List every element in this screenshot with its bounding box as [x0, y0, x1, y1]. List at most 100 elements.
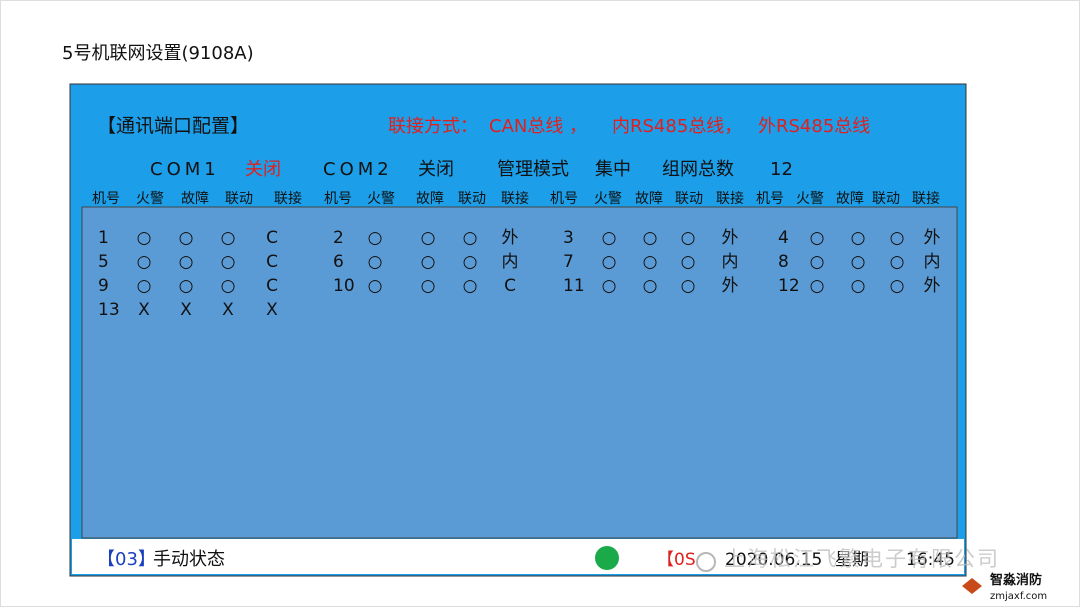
column-header: 联接 [912, 190, 940, 207]
station-id: 6 [333, 252, 344, 272]
linkage-status: ○ [221, 228, 236, 248]
fault-status: ○ [643, 252, 658, 272]
linkage-status: ○ [890, 276, 905, 296]
fault-status: ○ [179, 228, 194, 248]
fault-status: ○ [421, 252, 436, 272]
fault-status: ○ [643, 228, 658, 248]
column-header: 联接 [274, 190, 302, 207]
setting-value: 关闭 [245, 159, 281, 180]
station-id: 3 [563, 228, 574, 248]
fault-status: ○ [179, 252, 194, 272]
linkage-status: ○ [681, 228, 696, 248]
connection: 内 [502, 252, 519, 272]
fault-status: ○ [421, 228, 436, 248]
link-mode: 外RS485总线 [758, 116, 870, 137]
link-label: 联接方式： [388, 116, 478, 137]
connection: 外 [722, 276, 739, 296]
status-weekday: 星期 [835, 550, 869, 570]
connection: C [266, 252, 278, 272]
column-header: 故障 [416, 191, 444, 207]
fire-status: ○ [602, 276, 617, 296]
setting-value: 12 [770, 159, 793, 180]
setting-label: 组网总数 [662, 159, 734, 180]
connection: C [504, 276, 516, 296]
connection: 外 [722, 228, 739, 248]
column-header: 联动 [872, 191, 900, 207]
page-title: 5号机联网设置(9108A) [62, 43, 254, 64]
watermark-icon [696, 552, 716, 572]
fire-status: ○ [137, 228, 152, 248]
station-id: 13 [98, 300, 120, 320]
column-header: 联动 [458, 191, 486, 207]
fire-status: ○ [602, 228, 617, 248]
setting-label: 管理模式 [497, 159, 569, 180]
column-header: 联动 [675, 191, 703, 207]
station-id: 7 [563, 252, 574, 272]
status-alarm: 【0S [657, 550, 696, 570]
column-header: 火警 [594, 191, 622, 207]
linkage-status: ○ [681, 252, 696, 272]
status-code: 【03】 [97, 549, 156, 570]
status-state: 手动状态 [153, 549, 225, 570]
connection: 内 [722, 252, 739, 272]
column-header: 火警 [796, 191, 824, 207]
station-id: 11 [563, 276, 585, 296]
table-area [81, 206, 958, 539]
fire-status: X [138, 300, 150, 320]
connection: 内 [924, 252, 941, 272]
fault-status: ○ [643, 276, 658, 296]
station-id: 8 [778, 252, 789, 272]
fault-status: ○ [851, 228, 866, 248]
column-header: 机号 [756, 191, 784, 207]
watermark-company: 上海松江飞繁电子有限公司 [724, 547, 1000, 571]
setting-value: 集中 [595, 159, 631, 180]
column-header: 机号 [550, 191, 578, 207]
linkage-status: ○ [463, 276, 478, 296]
fire-status: ○ [810, 252, 825, 272]
fire-status: ○ [368, 228, 383, 248]
connection: 外 [502, 228, 519, 248]
watermark-logo [962, 578, 982, 594]
station-id: 10 [333, 276, 355, 296]
fire-status: ○ [602, 252, 617, 272]
linkage-status: ○ [890, 252, 905, 272]
setting-label: COM2 [323, 159, 393, 180]
station-grid: 机号 火警 故障 联动 联接 机号 火警 故障 联动 联接 机号 火警 故障 联动 联接 机号 火警 故障 联动 联接… [92, 190, 941, 320]
linkage-status: ○ [890, 228, 905, 248]
linkage-status: X [222, 300, 234, 320]
linkage-status: ○ [221, 276, 236, 296]
column-header: 故障 [635, 191, 663, 207]
link-mode: 内RS485总线， [612, 116, 742, 137]
fire-status: ○ [368, 276, 383, 296]
link-mode: CAN总线 ， [489, 116, 587, 137]
station-id: 2 [333, 228, 344, 248]
fault-status: ○ [421, 276, 436, 296]
column-header: 机号 [92, 191, 120, 207]
column-header: 联接 [716, 190, 744, 207]
connection: X [266, 300, 278, 320]
fault-status: X [180, 300, 192, 320]
status-time: 16:45 [906, 550, 955, 570]
column-header: 火警 [136, 191, 164, 207]
fault-status: ○ [851, 276, 866, 296]
connection: 外 [924, 228, 941, 248]
fault-status: ○ [851, 252, 866, 272]
watermark-site: zmjaxf.com [990, 591, 1047, 602]
linkage-status: ○ [463, 228, 478, 248]
linkage-status: ○ [221, 252, 236, 272]
connection: C [266, 276, 278, 296]
column-header: 联接 [501, 190, 529, 207]
fault-status: ○ [179, 276, 194, 296]
station-id: 5 [98, 252, 109, 272]
station-id: 9 [98, 276, 109, 296]
linkage-status: ○ [463, 252, 478, 272]
column-header: 机号 [324, 191, 352, 207]
column-header: 故障 [836, 191, 864, 207]
status-led [595, 546, 619, 570]
column-header: 火警 [367, 191, 395, 207]
station-id: 12 [778, 276, 800, 296]
section-title: 【通讯端口配置】 [97, 115, 249, 137]
fire-status: ○ [137, 252, 152, 272]
setting-label: COM1 [150, 159, 220, 180]
